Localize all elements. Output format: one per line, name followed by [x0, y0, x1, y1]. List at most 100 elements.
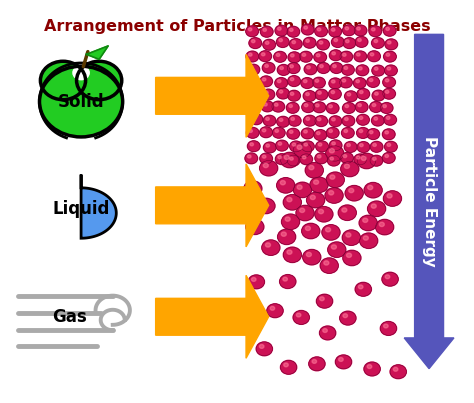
Circle shape	[324, 261, 329, 265]
Circle shape	[277, 116, 290, 127]
Circle shape	[263, 115, 276, 126]
Circle shape	[274, 103, 278, 106]
Circle shape	[357, 27, 360, 30]
Text: Arrangement of Particles in Matter Phases: Arrangement of Particles in Matter Phase…	[44, 19, 430, 34]
Circle shape	[330, 175, 335, 179]
Circle shape	[357, 89, 370, 99]
Circle shape	[286, 102, 299, 113]
Circle shape	[248, 53, 252, 56]
Circle shape	[297, 145, 302, 150]
Circle shape	[288, 76, 301, 86]
Circle shape	[276, 54, 280, 56]
Circle shape	[326, 146, 344, 161]
Circle shape	[303, 91, 316, 102]
Circle shape	[359, 116, 363, 119]
Circle shape	[371, 204, 376, 208]
Polygon shape	[404, 34, 454, 369]
Circle shape	[247, 141, 260, 152]
Circle shape	[262, 129, 266, 132]
Circle shape	[383, 129, 395, 140]
Circle shape	[306, 93, 309, 96]
Circle shape	[290, 78, 294, 81]
Circle shape	[276, 37, 289, 48]
Circle shape	[266, 117, 269, 120]
Circle shape	[297, 185, 302, 189]
Circle shape	[263, 163, 268, 168]
Circle shape	[386, 116, 390, 119]
Circle shape	[326, 228, 330, 232]
Circle shape	[372, 90, 385, 101]
Circle shape	[342, 116, 355, 126]
Circle shape	[357, 142, 370, 152]
Circle shape	[345, 91, 357, 102]
Circle shape	[306, 39, 310, 42]
Circle shape	[290, 65, 293, 68]
Text: Liquid: Liquid	[53, 200, 110, 218]
Circle shape	[290, 141, 302, 152]
Circle shape	[260, 160, 278, 176]
Circle shape	[340, 77, 352, 88]
Circle shape	[250, 114, 263, 125]
Circle shape	[307, 192, 325, 208]
Circle shape	[275, 154, 288, 164]
Circle shape	[385, 79, 389, 82]
Circle shape	[333, 64, 336, 68]
Circle shape	[247, 155, 251, 158]
Circle shape	[310, 177, 328, 193]
Circle shape	[262, 62, 275, 73]
Circle shape	[314, 130, 327, 140]
Circle shape	[262, 53, 265, 56]
Text: Particle Energy: Particle Energy	[421, 136, 437, 267]
Circle shape	[251, 93, 255, 96]
Circle shape	[287, 250, 292, 254]
Circle shape	[383, 191, 401, 206]
Circle shape	[281, 232, 286, 236]
Circle shape	[370, 155, 383, 166]
Circle shape	[390, 365, 406, 379]
Circle shape	[383, 77, 395, 87]
Circle shape	[248, 102, 261, 112]
Circle shape	[272, 101, 284, 112]
Circle shape	[261, 101, 274, 112]
Circle shape	[280, 274, 296, 289]
Circle shape	[386, 27, 390, 30]
Circle shape	[363, 218, 368, 222]
Circle shape	[349, 188, 354, 193]
Circle shape	[382, 272, 398, 286]
Circle shape	[309, 166, 314, 170]
Circle shape	[305, 162, 323, 178]
Circle shape	[354, 78, 366, 88]
Polygon shape	[155, 275, 269, 358]
Circle shape	[342, 230, 360, 245]
Circle shape	[387, 143, 391, 146]
Circle shape	[278, 27, 281, 30]
Circle shape	[344, 141, 357, 152]
Circle shape	[393, 368, 398, 371]
Circle shape	[384, 114, 396, 125]
Circle shape	[374, 39, 378, 43]
Circle shape	[280, 181, 285, 185]
Circle shape	[290, 92, 294, 96]
Circle shape	[246, 51, 259, 62]
Circle shape	[363, 236, 368, 240]
Circle shape	[331, 80, 335, 83]
Circle shape	[354, 51, 367, 62]
Circle shape	[264, 91, 268, 94]
Circle shape	[340, 51, 353, 62]
Circle shape	[346, 40, 349, 43]
Circle shape	[328, 155, 340, 166]
Circle shape	[267, 304, 283, 318]
Circle shape	[301, 128, 314, 139]
Circle shape	[287, 197, 292, 202]
Circle shape	[292, 41, 295, 44]
Circle shape	[296, 206, 314, 221]
Circle shape	[341, 161, 359, 177]
Polygon shape	[155, 54, 269, 137]
Circle shape	[246, 127, 259, 138]
Circle shape	[347, 143, 350, 147]
Circle shape	[317, 132, 320, 135]
Circle shape	[343, 25, 355, 35]
Circle shape	[246, 219, 264, 235]
Circle shape	[356, 65, 369, 76]
Circle shape	[329, 149, 335, 153]
